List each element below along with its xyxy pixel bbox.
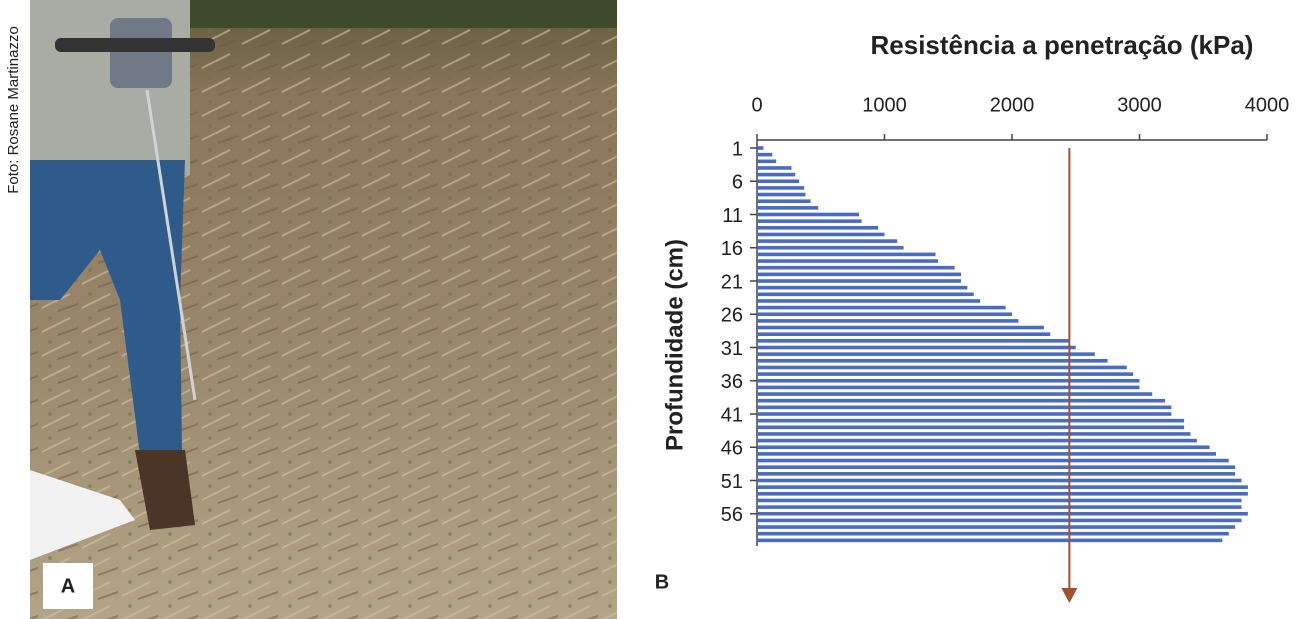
- bar: [757, 372, 1134, 376]
- x-tick-label: 1000: [862, 94, 907, 116]
- bar: [757, 518, 1242, 523]
- bar: [757, 498, 1242, 503]
- bar: [757, 531, 1229, 536]
- photo-handle: [55, 38, 215, 52]
- bar: [757, 199, 811, 203]
- bar: [757, 505, 1242, 509]
- bar: [757, 312, 1012, 317]
- bar: [757, 339, 1070, 343]
- bar: [757, 438, 1197, 443]
- reference-arrowhead: [1061, 588, 1078, 603]
- panel-label: B: [655, 571, 669, 593]
- bar: [757, 359, 1108, 363]
- photo-jeans: [30, 160, 185, 455]
- bar: [757, 538, 1223, 543]
- bar: [757, 365, 1127, 370]
- bar: [757, 492, 1248, 496]
- bar: [757, 352, 1095, 356]
- bar: [757, 458, 1229, 463]
- bar: [757, 239, 898, 243]
- bar: [757, 385, 1140, 390]
- bar: [757, 332, 1051, 336]
- bar: [757, 186, 805, 190]
- x-tick-label: 2000: [990, 94, 1035, 116]
- bar: [757, 265, 955, 270]
- y-tick-label: 56: [721, 504, 743, 526]
- bar: [757, 452, 1216, 456]
- bar: [757, 219, 862, 223]
- bar: [757, 465, 1236, 469]
- bar: [757, 319, 1019, 323]
- bar: [757, 212, 859, 217]
- bar: [757, 425, 1185, 430]
- bar: [757, 245, 904, 250]
- bar: [757, 445, 1210, 450]
- bar: [757, 166, 792, 170]
- photo-paper: [30, 470, 135, 560]
- y-tick-label: 21: [721, 271, 743, 293]
- photo-device: [110, 18, 172, 88]
- bar: [757, 252, 936, 257]
- photo-probe: [145, 89, 197, 401]
- bar: [757, 472, 1236, 476]
- bar: [757, 299, 981, 303]
- y-tick-label: 41: [721, 404, 743, 426]
- y-tick-label: 6: [732, 172, 743, 194]
- bar: [757, 405, 1172, 410]
- y-tick-label: 46: [721, 438, 743, 460]
- photo-label-box: [43, 563, 93, 609]
- chart-title: Resistência a penetração (kPa): [871, 30, 1254, 60]
- bar: [757, 418, 1185, 423]
- bar: [757, 478, 1242, 483]
- y-tick-label: 31: [721, 338, 743, 360]
- bar: [757, 398, 1165, 403]
- bar: [757, 159, 777, 164]
- x-tick-label: 0: [751, 94, 762, 116]
- bar: [757, 152, 773, 157]
- bar: [757, 378, 1140, 383]
- bar: [757, 525, 1236, 529]
- bar: [757, 485, 1248, 489]
- bar: [757, 279, 961, 283]
- y-tick-label: 51: [721, 471, 743, 493]
- bar: [757, 146, 764, 150]
- y-axis-label: Profundidade (cm): [661, 239, 688, 451]
- photo-boot: [135, 450, 195, 530]
- bar: [757, 432, 1191, 436]
- bar: [757, 345, 1076, 350]
- bar: [757, 232, 885, 237]
- bar: [757, 172, 796, 177]
- bar: [757, 392, 1153, 396]
- bar: [757, 285, 968, 290]
- photo-label: A: [61, 575, 75, 597]
- bar: [757, 226, 879, 230]
- bar: [757, 206, 819, 210]
- bar: [757, 259, 939, 263]
- bar: [757, 511, 1248, 516]
- bar: [757, 292, 974, 297]
- x-tick-label: 4000: [1245, 94, 1290, 116]
- y-tick-label: 11: [722, 205, 743, 227]
- bar: [757, 192, 806, 197]
- y-tick-label: 16: [721, 238, 743, 260]
- photo: A Foto: Rosane Martinazzo: [5, 0, 617, 619]
- bar: [757, 179, 800, 184]
- y-tick-label: 26: [721, 305, 743, 327]
- y-tick-label: 36: [721, 371, 743, 393]
- bar: [757, 325, 1044, 330]
- x-tick-label: 3000: [1117, 94, 1162, 116]
- bar: [757, 412, 1172, 416]
- bar: [757, 305, 1006, 310]
- photo-credit: Foto: Rosane Martinazzo: [5, 26, 22, 194]
- y-tick-label: 1: [732, 138, 743, 160]
- bar: [757, 272, 961, 277]
